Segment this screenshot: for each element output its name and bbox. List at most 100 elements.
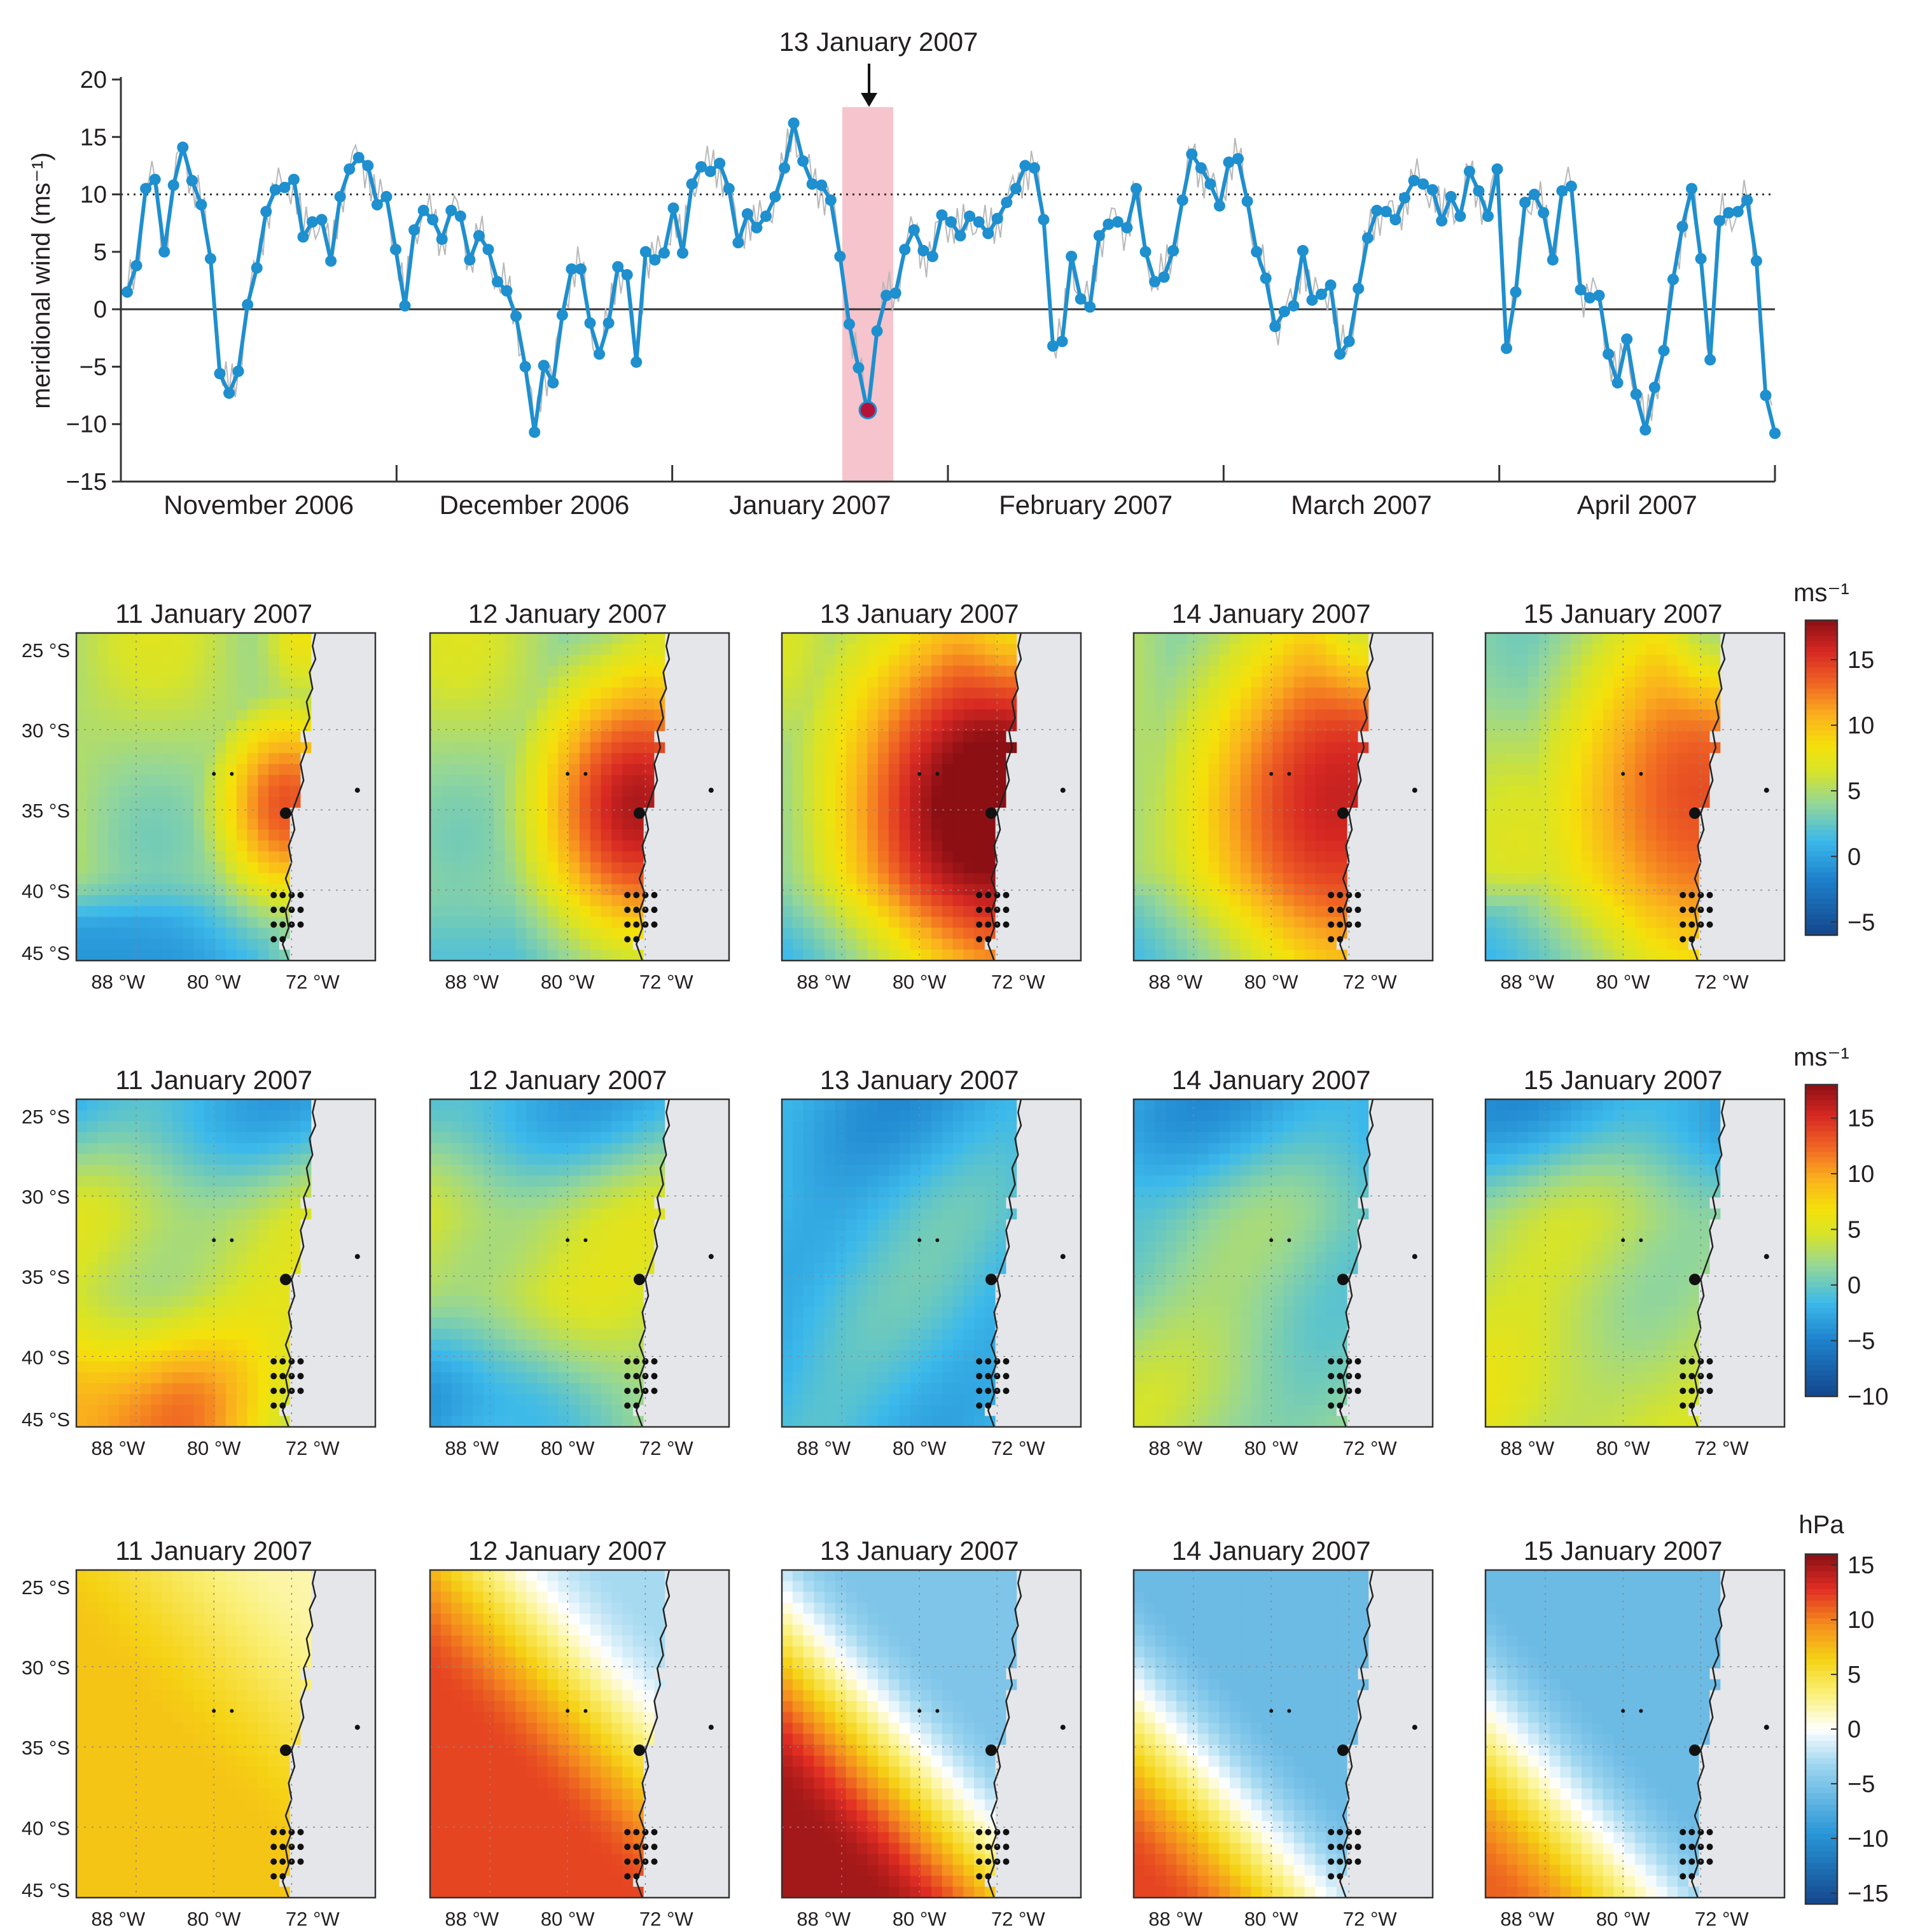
field-cell [97,775,109,787]
field-cell [845,764,858,775]
field-cell [867,786,879,798]
field-cell [856,938,868,950]
field-cell [1176,720,1188,732]
field-cell [1134,665,1145,678]
field-cell [1603,786,1615,798]
field-cell [1571,938,1582,950]
land-cell [1070,830,1082,841]
field-cell [1656,873,1668,885]
field-cell [236,687,248,699]
field-cell [193,818,205,830]
field-cell [1560,796,1572,809]
land-cell [1048,644,1061,656]
field-cell [814,698,825,710]
field-cell [867,665,879,678]
field-cell [1283,655,1295,667]
field-cell [97,1143,109,1155]
land-cell [1038,655,1050,667]
field-cell [1304,753,1316,765]
land-cell [1389,917,1402,929]
field-cell [1496,873,1508,885]
field-cell [1592,720,1604,732]
field-cell [87,851,99,863]
land-cell [1752,644,1764,656]
field-cell [569,851,580,863]
field-cell [984,796,996,809]
field-cell [792,676,804,688]
land-cell [643,840,655,852]
field-cell [1485,742,1497,754]
field-cell [1304,698,1316,710]
land-cell [1368,906,1380,918]
field-cell [1517,687,1529,699]
field-cell [183,796,195,809]
field-cell [1155,830,1167,841]
field-cell [1645,906,1657,918]
land-cell [1070,775,1082,787]
field-cell [1613,873,1625,885]
field-cell [193,807,205,819]
field-cell [1144,720,1156,732]
field-cell [1528,753,1540,765]
field-cell [247,840,259,852]
land-cell [300,764,312,775]
island [1688,892,1695,898]
field-cell [236,1241,248,1253]
field-cell [1186,938,1199,950]
field-cell [1176,731,1188,743]
field-cell [856,665,868,678]
field-cell [835,644,847,656]
field-cell [1208,840,1220,852]
land-cell [365,928,376,940]
field-cell [430,796,442,809]
field-cell [590,884,602,896]
field-cell [952,709,964,721]
field-cell [1592,928,1604,940]
lon-label: 72 °W [286,971,340,993]
field-cell [1517,753,1529,765]
field-cell [236,862,248,874]
field-cell [1283,840,1295,852]
field-cell [1603,731,1615,743]
field-cell [108,1186,120,1199]
land-cell [1379,698,1391,710]
field-cell [1603,753,1615,765]
field-cell [580,807,591,819]
field-cell [1283,807,1295,819]
field-cell [536,709,548,721]
field-cell [172,753,184,765]
field-cell [814,731,825,743]
land-cell [1774,742,1785,754]
field-cell [536,949,548,961]
field-cell [193,1121,205,1133]
field-cell [183,1153,195,1165]
field-cell [268,938,280,950]
field-cell [654,655,666,667]
field-cell [792,818,804,830]
field-cell [226,731,237,743]
field-cell [172,1132,184,1144]
field-cell [1699,665,1711,678]
field-cell [129,1132,141,1144]
field-cell [504,830,517,841]
land-cell [1752,796,1764,809]
field-cell [942,655,954,667]
land-cell [1774,731,1785,743]
data-point [566,263,578,275]
field-cell [569,807,580,819]
field-cell [440,753,452,765]
field-cell [1582,884,1593,896]
field-cell [1528,698,1540,710]
land-cell [1731,775,1743,787]
field-cell [140,840,152,852]
field-cell [1272,665,1284,678]
land-cell [1720,676,1732,688]
field-cell [1315,851,1326,863]
field-cell [931,742,943,754]
field-cell [97,1208,109,1220]
field-cell [494,851,506,863]
land-cell [1017,928,1028,940]
field-cell [462,938,473,950]
field-cell [151,753,163,765]
data-point [602,317,615,329]
